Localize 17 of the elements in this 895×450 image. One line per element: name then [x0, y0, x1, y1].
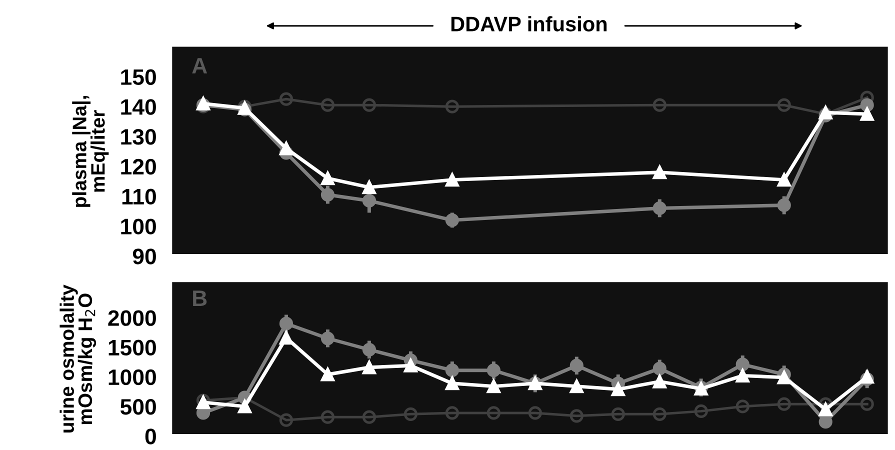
y-tick-label: 150	[121, 69, 156, 85]
y-tick-label: 500	[120, 398, 156, 415]
y-tick-label: 120	[121, 158, 156, 175]
y-tick-label: 1500	[108, 340, 156, 356]
y-tick-label: 90	[132, 248, 156, 264]
y-tick-label: 1000	[108, 369, 156, 386]
y-axis-title: urine osmolality mOsm/kg H$_{2}$O	[60, 284, 96, 432]
text: DDAVP infusion	[451, 16, 607, 32]
y-tick-label: 110	[122, 188, 156, 205]
y-axis-title: plasma |Na|, mEq/liter	[72, 96, 109, 207]
y-tick-label: 130	[121, 129, 156, 145]
annotation: A	[192, 58, 208, 74]
y-tick-label: 0	[145, 428, 156, 444]
y-tick-label: 2000	[108, 310, 156, 326]
annotation: B	[193, 290, 207, 306]
y-tick-label: 100	[121, 218, 156, 234]
y-tick-label: 140	[121, 99, 156, 115]
